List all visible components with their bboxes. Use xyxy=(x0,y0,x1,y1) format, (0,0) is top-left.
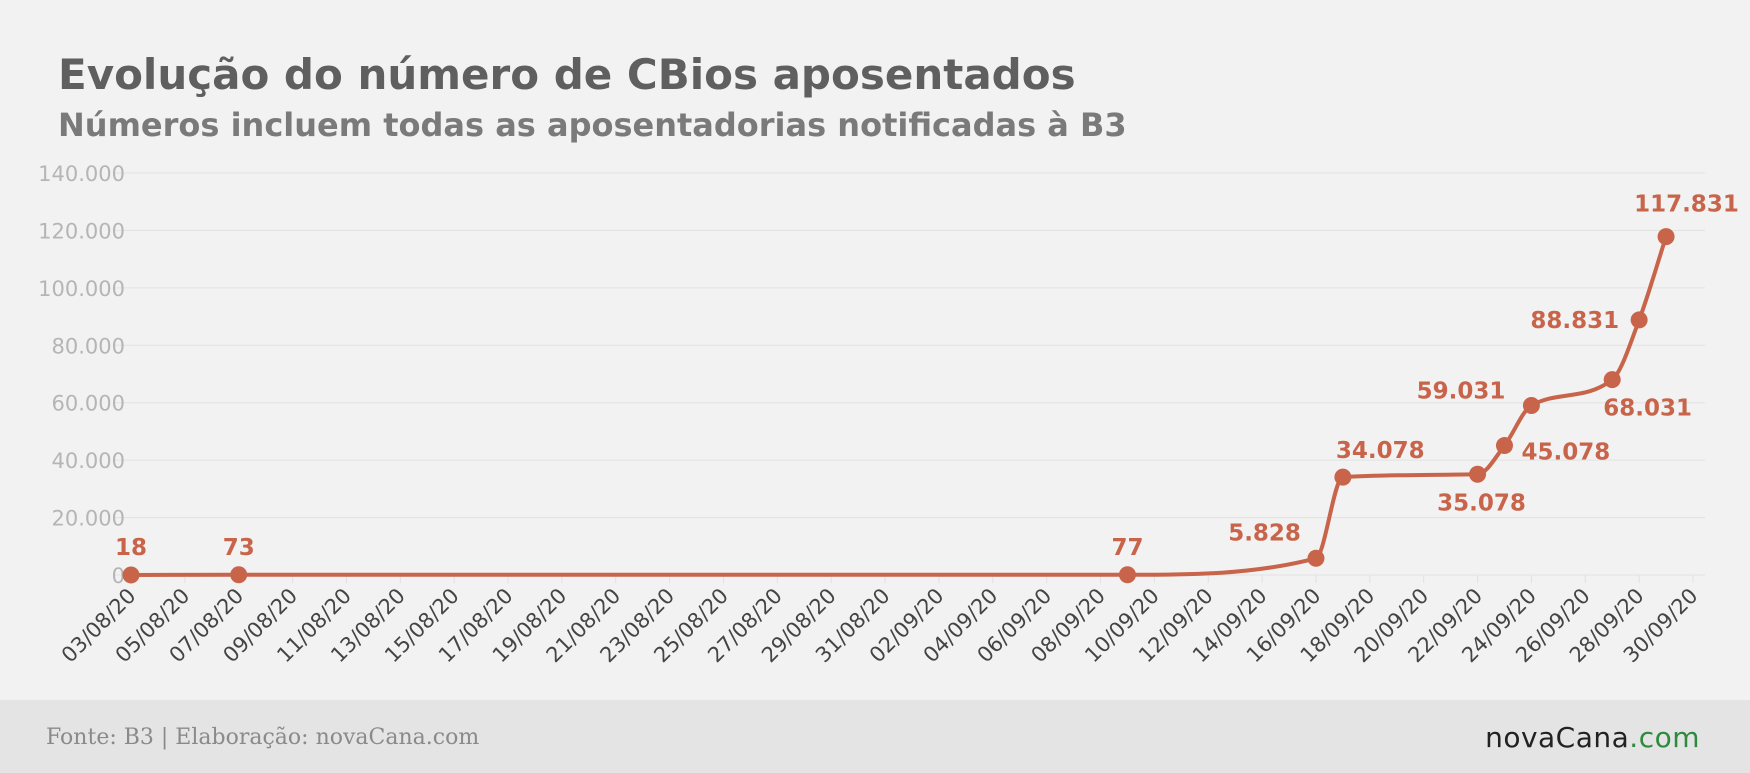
data-labels: 18 73 77 5.828 34.078 35.078 45.078 59.031 68.03… xyxy=(115,192,1739,561)
brand-logo: novaCana.com xyxy=(1485,721,1700,754)
data-point xyxy=(1469,465,1487,483)
data-point xyxy=(1118,566,1136,584)
y-tick-label: 0 xyxy=(112,564,125,588)
chart-title: Evolução do número de CBios aposentados xyxy=(58,50,1076,99)
x-axis: 03/08/2005/08/2007/08/2009/08/2011/08/20… xyxy=(57,575,1703,667)
grid-lines xyxy=(115,172,1705,576)
data-label: 73 xyxy=(223,535,255,561)
data-label: 68.031 xyxy=(1603,396,1692,422)
footer-bar xyxy=(0,700,1750,773)
data-label: 77 xyxy=(1111,535,1143,561)
y-tick-label: 40.000 xyxy=(52,449,125,473)
data-point xyxy=(1495,437,1513,455)
data-point xyxy=(122,566,140,584)
y-tick-label: 80.000 xyxy=(52,334,125,358)
data-label: 117.831 xyxy=(1634,192,1739,218)
chart-subtitle: Números incluem todas as aposentadorias … xyxy=(58,106,1127,144)
data-label: 88.831 xyxy=(1530,308,1619,334)
data-point xyxy=(1522,396,1540,414)
data-label: 34.078 xyxy=(1336,438,1425,464)
y-tick-label: 140.000 xyxy=(38,162,125,186)
data-label: 18 xyxy=(115,535,147,561)
y-axis: 0 20.000 40.000 60.000 80.000 100.000 120.000 1… xyxy=(38,162,125,588)
data-point xyxy=(1657,228,1675,246)
data-point xyxy=(1603,371,1621,389)
source-note: Fonte: B3 | Elaboração: novaCana.com xyxy=(46,725,480,750)
data-label: 35.078 xyxy=(1437,490,1526,516)
line-chart: 020.00040.00060.00080.000100.000120.0001… xyxy=(38,162,1739,667)
data-point xyxy=(1307,549,1325,567)
brand-tld: .com xyxy=(1629,721,1700,754)
y-tick-label: 60.000 xyxy=(52,392,125,416)
y-tick-label: 20.000 xyxy=(52,507,125,531)
data-point xyxy=(1334,468,1352,486)
data-points xyxy=(122,228,1675,584)
data-point xyxy=(230,566,248,584)
brand-name: novaCana xyxy=(1485,721,1630,754)
data-label: 59.031 xyxy=(1417,378,1506,404)
data-label: 5.828 xyxy=(1228,520,1301,546)
data-label: 45.078 xyxy=(1521,440,1610,466)
y-tick-label: 120.000 xyxy=(38,219,125,243)
data-point xyxy=(1630,311,1648,329)
y-tick-label: 100.000 xyxy=(38,277,125,301)
